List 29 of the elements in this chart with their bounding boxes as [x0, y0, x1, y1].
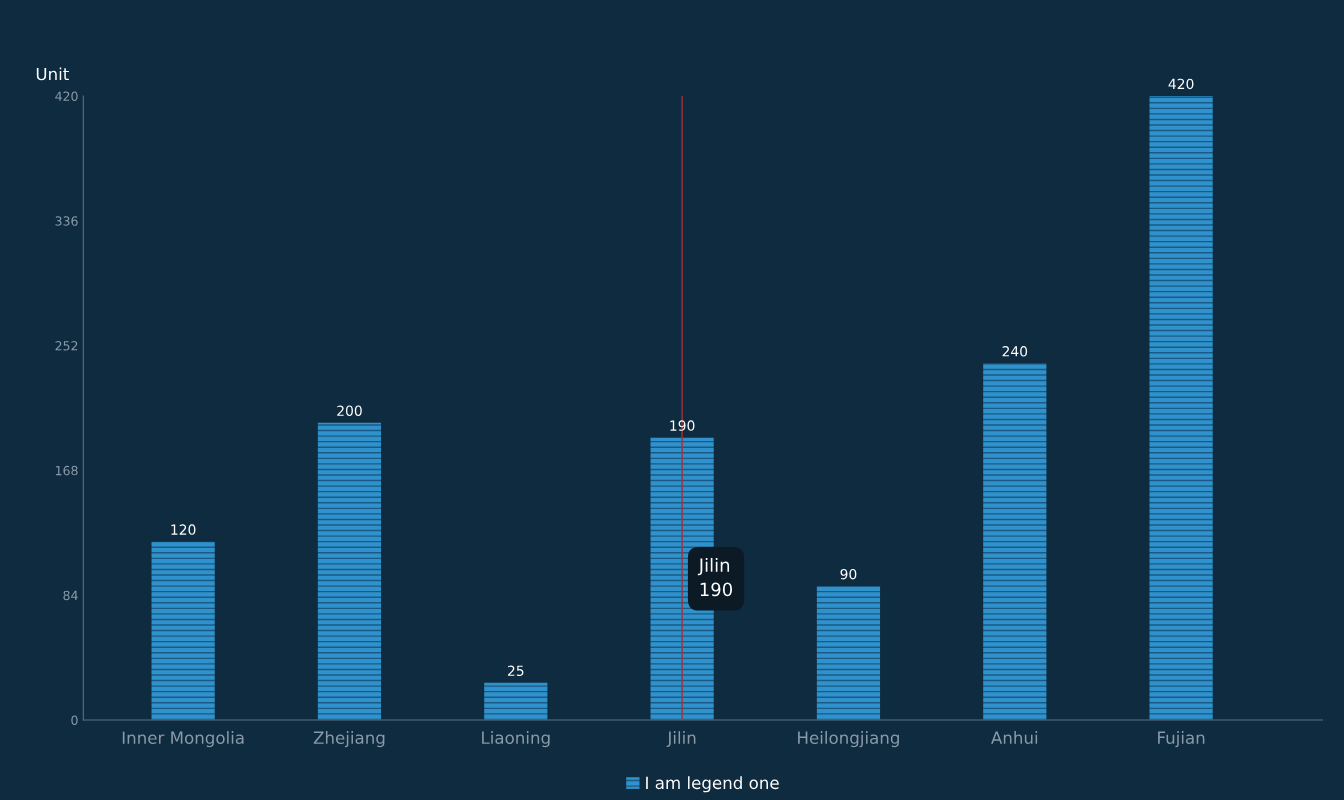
x-tick-label: Heilongjiang: [798, 731, 899, 748]
y-tick-label: 420: [55, 91, 78, 101]
annotation: Jilin 190: [697, 557, 733, 597]
data-label: 420: [1168, 78, 1194, 90]
bar: [317, 422, 382, 720]
x-tick-label: Zhejiang: [313, 731, 385, 748]
data-label: 240: [1002, 346, 1028, 357]
legend-label: I am legend one: [646, 776, 779, 793]
bar: [1149, 96, 1213, 720]
x-tick-label: Inner Mongolia: [122, 731, 244, 748]
data-label: 200: [337, 405, 362, 416]
y-axis-title: Unit: [36, 67, 69, 81]
y-tick-label: 0: [71, 715, 78, 725]
x-tick-label: Anhui: [991, 731, 1038, 745]
data-label: 120: [171, 524, 196, 535]
bar: [484, 682, 548, 720]
data-label: 90: [840, 568, 857, 580]
bar: [151, 541, 215, 720]
y-tick-label: 336: [55, 216, 78, 226]
x-tick-label: Jilin: [666, 731, 696, 748]
data-label: 190: [670, 420, 695, 431]
x-tick-label: Fujian: [1158, 731, 1205, 748]
y-tick-label: 84: [63, 590, 78, 601]
bar: [983, 363, 1047, 720]
data-label: 25: [507, 665, 524, 676]
y-tick-label: 168: [55, 465, 78, 476]
y-tick-label: 252: [55, 341, 78, 351]
x-tick-label: Liaoning: [482, 731, 550, 748]
bar: [816, 586, 881, 720]
